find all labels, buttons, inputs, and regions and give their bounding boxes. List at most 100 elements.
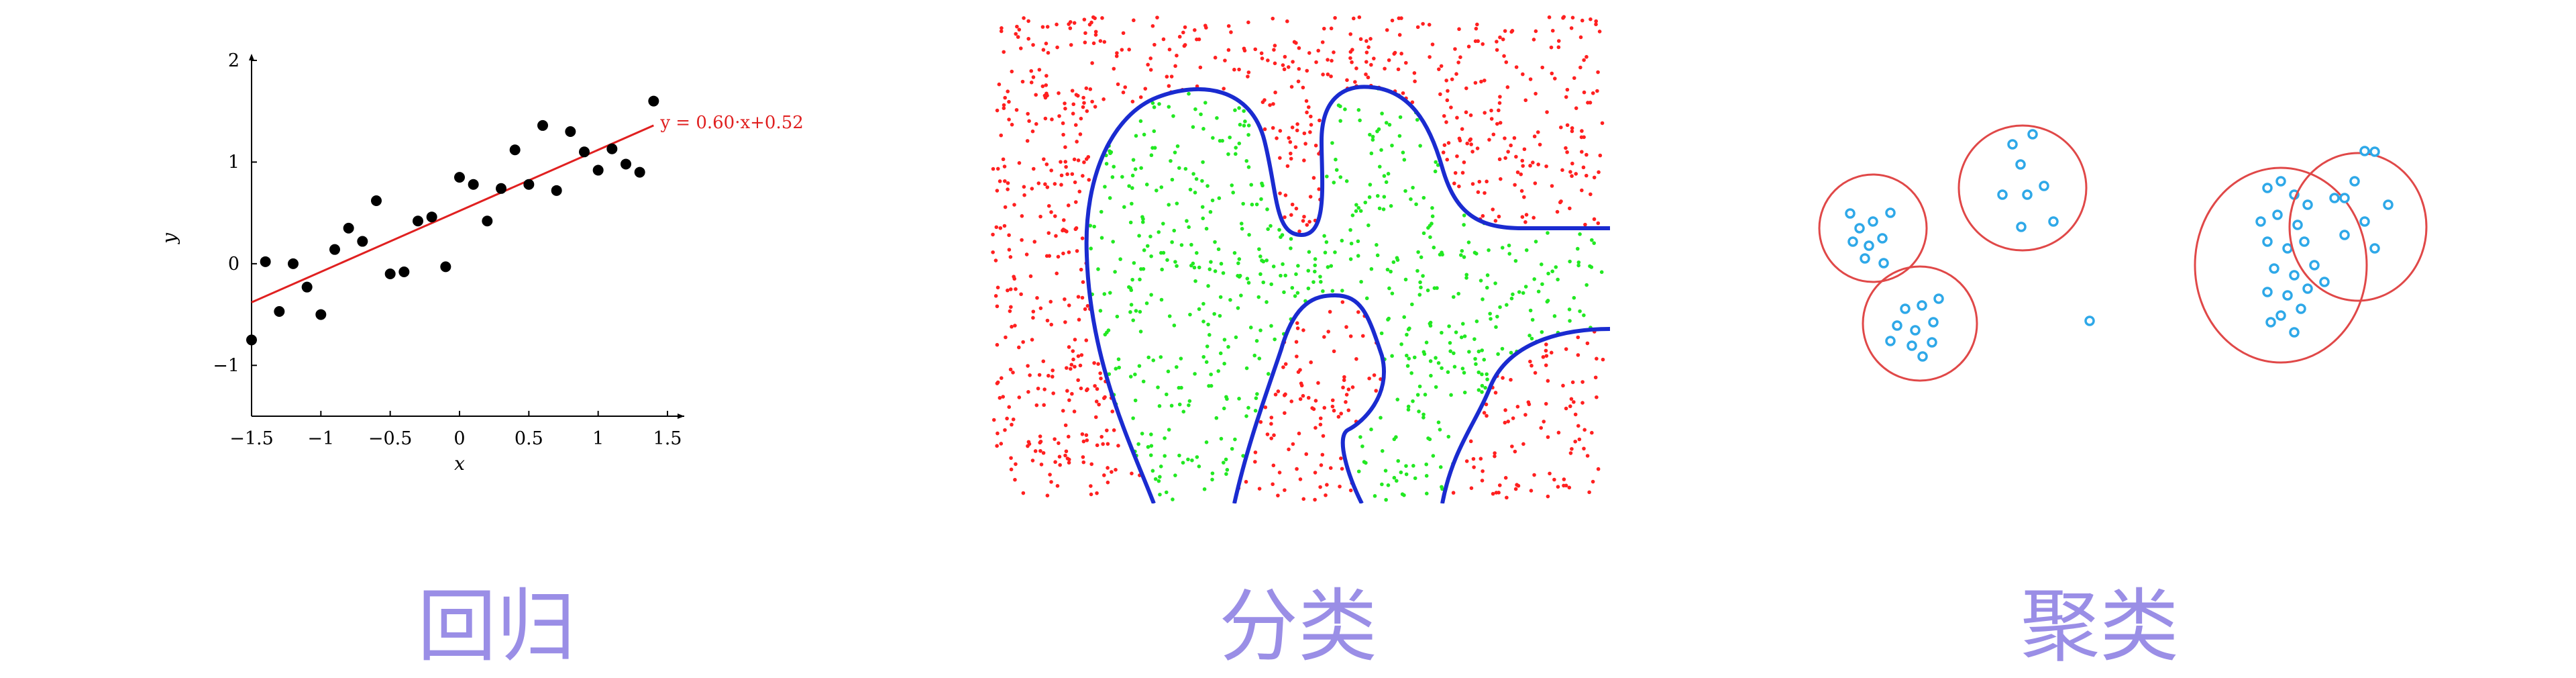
class-a-point bbox=[1095, 443, 1099, 448]
class-b-point bbox=[1418, 144, 1422, 148]
class-b-point bbox=[1152, 105, 1157, 109]
class-b-point bbox=[1407, 326, 1411, 330]
class-b-point bbox=[1568, 319, 1572, 323]
cluster-point bbox=[2027, 129, 2038, 140]
class-b-point bbox=[1210, 477, 1214, 482]
class-b-point bbox=[1282, 290, 1286, 295]
class-b-point bbox=[1460, 322, 1465, 326]
data-point bbox=[274, 306, 285, 318]
class-b-point bbox=[1208, 267, 1212, 271]
class-a-point bbox=[1485, 414, 1489, 418]
class-b-point bbox=[1496, 352, 1500, 356]
class-b-point bbox=[1179, 243, 1184, 247]
class-a-point bbox=[1003, 95, 1007, 100]
class-b-point bbox=[1419, 285, 1423, 289]
class-a-point bbox=[1273, 61, 1277, 66]
class-b-point bbox=[1098, 309, 1103, 313]
class-b-point bbox=[1269, 282, 1273, 287]
class-a-point bbox=[1565, 87, 1570, 92]
class-b-point bbox=[1451, 295, 1456, 299]
class-b-point bbox=[1452, 351, 1456, 355]
class-a-point bbox=[1183, 25, 1187, 30]
class-a-point bbox=[1560, 168, 1564, 173]
class-a-point bbox=[1596, 221, 1601, 226]
class-a-point bbox=[1564, 95, 1568, 99]
class-a-point bbox=[1524, 213, 1529, 217]
cluster-point bbox=[1877, 233, 1888, 244]
class-a-point bbox=[1049, 210, 1053, 214]
class-b-point bbox=[1228, 135, 1232, 140]
class-a-point bbox=[1237, 67, 1241, 72]
class-a-point bbox=[1298, 477, 1303, 481]
class-a-point bbox=[1574, 106, 1578, 110]
class-a-point bbox=[1466, 44, 1471, 49]
cluster-point bbox=[2349, 176, 2360, 187]
class-b-point bbox=[1256, 295, 1261, 299]
class-a-point bbox=[1597, 170, 1601, 175]
class-a-point bbox=[1594, 22, 1598, 27]
class-b-point bbox=[1421, 416, 1426, 420]
cluster-point bbox=[2339, 230, 2350, 240]
x-tick-label: 1 bbox=[592, 428, 604, 449]
class-a-point bbox=[1017, 28, 1022, 32]
class-a-point bbox=[1098, 371, 1102, 375]
class-b-point bbox=[1338, 104, 1342, 109]
class-a-point bbox=[1439, 64, 1444, 68]
region-test bbox=[1087, 87, 1610, 503]
class-a-point bbox=[1003, 428, 1007, 432]
class-a-point bbox=[1544, 342, 1548, 346]
class-a-point bbox=[1072, 409, 1077, 414]
class-a-point bbox=[1046, 373, 1051, 378]
class-b-point bbox=[1244, 366, 1249, 371]
class-a-point bbox=[1580, 401, 1585, 405]
data-point bbox=[621, 158, 631, 170]
class-a-point bbox=[1049, 299, 1053, 304]
class-b-point bbox=[1363, 200, 1368, 205]
class-a-point bbox=[1001, 395, 1006, 399]
class-a-point bbox=[1011, 417, 1016, 422]
class-b-point bbox=[1289, 237, 1293, 241]
cluster-point bbox=[1910, 325, 1921, 336]
class-a-point bbox=[1081, 455, 1085, 459]
class-a-point bbox=[1278, 156, 1282, 160]
class-b-point bbox=[1099, 236, 1104, 240]
class-a-point bbox=[1055, 45, 1059, 50]
class-b-point bbox=[1382, 174, 1387, 178]
class-a-point bbox=[1110, 409, 1115, 414]
class-a-point bbox=[1493, 219, 1498, 223]
class-b-points bbox=[1088, 87, 1604, 502]
cluster-point bbox=[1868, 216, 1878, 227]
class-a-point bbox=[1333, 15, 1337, 20]
class-a-point bbox=[1317, 187, 1321, 191]
class-b-point bbox=[1340, 289, 1344, 293]
class-b-point bbox=[1529, 336, 1534, 341]
class-b-point bbox=[1122, 205, 1126, 209]
class-a-point bbox=[1165, 75, 1169, 79]
class-a-point bbox=[1030, 129, 1035, 134]
class-b-point bbox=[1426, 288, 1430, 293]
class-b-point bbox=[1149, 254, 1153, 258]
class-b-point bbox=[1511, 292, 1515, 297]
class-b-point bbox=[1472, 337, 1477, 341]
class-a-point bbox=[1601, 357, 1605, 362]
class-a-point bbox=[1278, 191, 1282, 195]
class-a-point bbox=[1498, 35, 1502, 40]
cluster-point bbox=[2272, 209, 2283, 220]
class-b-point bbox=[1257, 356, 1262, 360]
class-b-point bbox=[1421, 231, 1426, 236]
class-b-point bbox=[1411, 399, 1415, 403]
cluster-point bbox=[2275, 176, 2286, 187]
class-a-point bbox=[1489, 108, 1493, 113]
x-tick-label: −1 bbox=[307, 428, 334, 449]
class-a-point bbox=[1556, 485, 1560, 489]
class-a-point bbox=[1588, 101, 1593, 105]
class-a-point bbox=[1428, 55, 1432, 59]
class-a-point bbox=[1063, 101, 1067, 105]
class-b-point bbox=[1334, 157, 1338, 162]
class-b-point bbox=[1197, 464, 1201, 469]
class-a-point bbox=[1501, 37, 1505, 42]
x-tick-label: 0.5 bbox=[515, 428, 543, 449]
class-b-point bbox=[1089, 246, 1093, 251]
class-a-point bbox=[1519, 189, 1524, 193]
class-a-point bbox=[1295, 326, 1300, 330]
